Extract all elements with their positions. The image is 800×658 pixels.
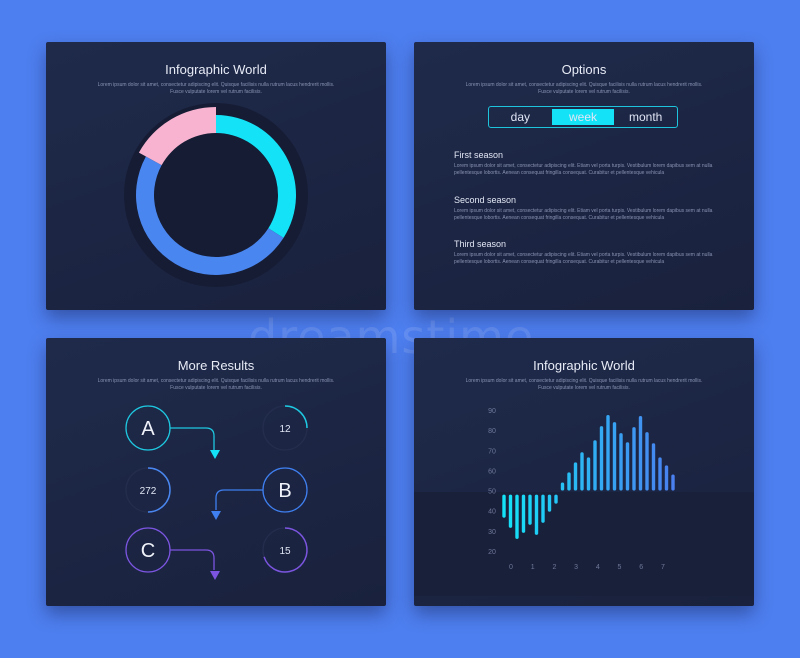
- season-item: First season Lorem ipsum dolor sit amet, …: [454, 150, 714, 177]
- x-tick-label: 4: [596, 564, 600, 571]
- donut-segment-blue: [136, 156, 284, 275]
- x-tick-label: 1: [531, 564, 535, 571]
- season-title: Second season: [454, 195, 517, 205]
- period-toggle[interactable]: day week month: [488, 106, 678, 128]
- toggle-day[interactable]: day: [510, 110, 531, 124]
- season-title: Third season: [454, 239, 507, 249]
- step-c-circle: [125, 527, 171, 573]
- bar: [586, 457, 591, 491]
- gauge-arc: [147, 467, 171, 513]
- bar: [625, 442, 630, 491]
- arrow-down-icon: [210, 571, 220, 580]
- connector-a: [170, 427, 215, 450]
- season-text: Lorem ipsum dolor sit amet, consectetur …: [454, 208, 713, 221]
- y-tick-label: 50: [488, 489, 496, 496]
- bar: [502, 494, 506, 518]
- y-tick-label: 20: [488, 549, 496, 556]
- bar: [541, 494, 545, 523]
- gauge-arc: [263, 527, 308, 573]
- bar: [573, 462, 578, 491]
- x-tick-label: 5: [618, 564, 622, 571]
- y-tick-label: 70: [488, 448, 496, 455]
- step-b-label: B: [278, 480, 291, 502]
- x-tick-label: 7: [661, 564, 665, 571]
- panel-subtitle: Lorem ipsum dolor sit amet, consectetur …: [465, 82, 703, 95]
- bar: [664, 465, 669, 491]
- bar: [658, 457, 662, 491]
- bar: [547, 494, 552, 512]
- arrow-down-icon: [210, 450, 220, 459]
- donut-chart: [124, 103, 308, 287]
- season-text: Lorem ipsum dolor sit amet, consectetur …: [454, 252, 713, 265]
- season-item: Second season Lorem ipsum dolor sit amet,…: [454, 195, 714, 222]
- bar-chart: 90 80 70 60 50 40 30 20 0 1 2 3 4 5 6 7: [488, 408, 675, 571]
- connector-b: [215, 489, 263, 510]
- panel-subtitle: Lorem ipsum dolor sit amet, consectetur …: [97, 378, 335, 391]
- donut-segment-pink: [138, 107, 216, 166]
- y-tick-label: 30: [488, 529, 496, 536]
- bar: [671, 474, 675, 491]
- lower-band: [414, 492, 754, 596]
- step-b-circle: [262, 467, 308, 513]
- connector-c: [170, 549, 215, 570]
- bar: [560, 482, 565, 491]
- donut-segment-cyan: [216, 115, 296, 238]
- bar: [567, 472, 571, 491]
- bar: [554, 494, 558, 504]
- bar: [508, 494, 513, 528]
- bar: [651, 443, 656, 491]
- season-text: Lorem ipsum dolor sit amet, consectetur …: [454, 163, 713, 176]
- x-tick-label: 3: [574, 564, 578, 571]
- bar: [580, 452, 584, 491]
- bar: [606, 415, 610, 491]
- bar: [593, 440, 597, 491]
- y-tick-label: 40: [488, 509, 496, 516]
- options-panel: Options Lorem ipsum dolor sit amet, cons…: [414, 42, 754, 310]
- panel-title: Infographic World: [533, 358, 635, 373]
- bar: [528, 494, 532, 525]
- season-item: Third season Lorem ipsum dolor sit amet, …: [454, 239, 714, 266]
- step-a-circle: [125, 405, 171, 451]
- bar: [612, 422, 617, 491]
- bar-chart-panel: Infographic World Lorem ipsum dolor sit …: [414, 338, 754, 606]
- season-title: First season: [454, 150, 504, 160]
- y-tick-label: 60: [488, 468, 496, 475]
- panel-title: More Results: [177, 358, 255, 373]
- bar: [645, 432, 649, 491]
- gauge-value: 12: [279, 424, 291, 435]
- arrow-down-icon: [211, 511, 221, 520]
- bar: [599, 426, 604, 491]
- bar: [521, 494, 526, 533]
- step-a-label: A: [141, 418, 155, 440]
- y-tick-label: 80: [488, 428, 496, 435]
- x-tick-label: 0: [509, 564, 513, 571]
- x-tick-label: 2: [552, 564, 556, 571]
- bar: [619, 433, 623, 491]
- panel-title: Options: [561, 62, 607, 77]
- gauge-value: 15: [279, 546, 291, 557]
- x-tick-label: 6: [639, 564, 643, 571]
- bar: [515, 494, 519, 539]
- gauge-arc: [284, 405, 308, 429]
- toggle-week[interactable]: week: [551, 109, 615, 125]
- results-panel: More Results Lorem ipsum dolor sit amet,…: [46, 338, 386, 606]
- flow-diagram: A B C 12 272 15: [125, 405, 308, 580]
- donut-panel: Infographic World Lorem ipsum dolor sit …: [46, 42, 386, 310]
- panel-subtitle: Lorem ipsum dolor sit amet, consectetur …: [465, 378, 703, 391]
- bar: [632, 427, 636, 491]
- step-c-label: C: [141, 540, 155, 562]
- panel-subtitle: Lorem ipsum dolor sit amet, consectetur …: [97, 82, 335, 95]
- y-tick-label: 90: [488, 408, 496, 415]
- panel-title: Infographic World: [165, 62, 267, 77]
- toggle-month[interactable]: month: [629, 110, 663, 124]
- bar: [638, 416, 643, 491]
- gauge-value: 272: [140, 486, 157, 497]
- bar: [534, 494, 539, 535]
